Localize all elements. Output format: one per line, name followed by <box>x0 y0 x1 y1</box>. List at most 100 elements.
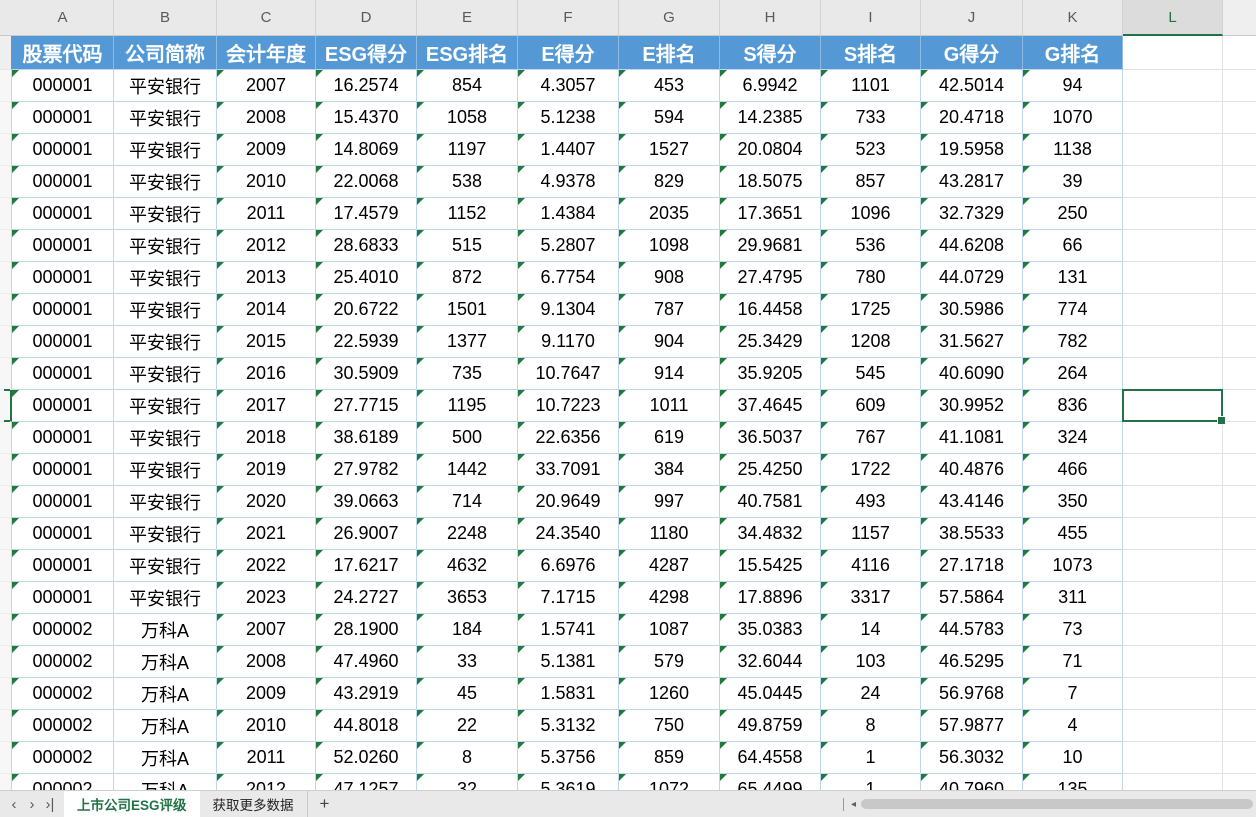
header-cell[interactable]: 会计年度 <box>217 36 316 70</box>
cell[interactable] <box>1123 36 1223 70</box>
cell[interactable] <box>1123 710 1223 742</box>
cell[interactable] <box>1123 198 1223 230</box>
cell[interactable] <box>1223 518 1256 550</box>
cell[interactable]: 14.2385 <box>720 102 821 134</box>
cell[interactable]: 1011 <box>619 390 720 422</box>
cell[interactable] <box>1223 582 1256 614</box>
cell[interactable] <box>1123 454 1223 486</box>
cell[interactable]: 平安银行 <box>114 358 217 390</box>
cell[interactable]: 22.6356 <box>518 422 619 454</box>
cell[interactable] <box>1223 550 1256 582</box>
nav-first-sheet-button[interactable]: ‹ <box>11 795 17 813</box>
cell[interactable]: 1.4384 <box>518 198 619 230</box>
column-header-J[interactable]: J <box>921 0 1023 36</box>
cell[interactable]: 1070 <box>1023 102 1123 134</box>
cell[interactable] <box>1223 358 1256 390</box>
cell[interactable]: 平安银行 <box>114 486 217 518</box>
cell[interactable] <box>1123 358 1223 390</box>
cell[interactable]: 万科A <box>114 710 217 742</box>
cell[interactable]: 4 <box>1023 710 1123 742</box>
cell[interactable]: 6.7754 <box>518 262 619 294</box>
cell[interactable]: 57.9877 <box>921 710 1023 742</box>
cell[interactable]: 6.6976 <box>518 550 619 582</box>
column-header-A[interactable]: A <box>12 0 114 36</box>
cell[interactable]: 000001 <box>12 454 114 486</box>
nav-last-sheet-button[interactable]: ›| <box>45 795 55 813</box>
cell[interactable]: 6.9942 <box>720 70 821 102</box>
cell[interactable]: 65.4499 <box>720 774 821 790</box>
cell[interactable]: 20.4718 <box>921 102 1023 134</box>
cell[interactable]: 5.3132 <box>518 710 619 742</box>
cell[interactable]: 500 <box>417 422 518 454</box>
cell[interactable]: 27.9782 <box>316 454 417 486</box>
cell[interactable] <box>1123 550 1223 582</box>
cell[interactable]: 250 <box>1023 198 1123 230</box>
cell[interactable]: 17.3651 <box>720 198 821 230</box>
cell[interactable]: 997 <box>619 486 720 518</box>
cell[interactable]: 15.4370 <box>316 102 417 134</box>
cell[interactable]: 1501 <box>417 294 518 326</box>
cell[interactable]: 4298 <box>619 582 720 614</box>
cell[interactable] <box>1223 390 1256 422</box>
cell[interactable] <box>1123 230 1223 262</box>
header-cell[interactable]: 公司简称 <box>114 36 217 70</box>
cell[interactable]: 2011 <box>217 198 316 230</box>
cell[interactable] <box>1223 486 1256 518</box>
cell[interactable]: 774 <box>1023 294 1123 326</box>
cell[interactable]: 000001 <box>12 486 114 518</box>
cell[interactable]: 1725 <box>821 294 921 326</box>
cell[interactable]: 71 <box>1023 646 1123 678</box>
cell[interactable]: 000001 <box>12 518 114 550</box>
cell[interactable]: 455 <box>1023 518 1123 550</box>
cell[interactable]: 2010 <box>217 166 316 198</box>
cell[interactable]: 1073 <box>1023 550 1123 582</box>
column-header-B[interactable]: B <box>114 0 217 36</box>
cell[interactable]: 44.8018 <box>316 710 417 742</box>
cell[interactable]: 33.7091 <box>518 454 619 486</box>
cell[interactable]: 000002 <box>12 742 114 774</box>
cell[interactable]: 733 <box>821 102 921 134</box>
cell[interactable]: 64.4558 <box>720 742 821 774</box>
cell[interactable]: 47.4960 <box>316 646 417 678</box>
cell[interactable]: 000001 <box>12 358 114 390</box>
cell[interactable]: 000002 <box>12 614 114 646</box>
cell[interactable]: 平安银行 <box>114 134 217 166</box>
cell[interactable]: 33 <box>417 646 518 678</box>
cell[interactable]: 43.2919 <box>316 678 417 710</box>
cell[interactable]: 44.5783 <box>921 614 1023 646</box>
column-header-D[interactable]: D <box>316 0 417 36</box>
cell[interactable]: 平安银行 <box>114 70 217 102</box>
cell[interactable]: 536 <box>821 230 921 262</box>
cell[interactable]: 平安银行 <box>114 230 217 262</box>
cell[interactable]: 5.3619 <box>518 774 619 790</box>
cell[interactable]: 1.5831 <box>518 678 619 710</box>
cell[interactable]: 2020 <box>217 486 316 518</box>
cell[interactable]: 1.4407 <box>518 134 619 166</box>
column-header-F[interactable]: F <box>518 0 619 36</box>
cell[interactable] <box>1123 70 1223 102</box>
cell[interactable]: 735 <box>417 358 518 390</box>
cell[interactable] <box>1123 774 1223 790</box>
cell[interactable]: 1442 <box>417 454 518 486</box>
cell[interactable]: 619 <box>619 422 720 454</box>
cell[interactable]: 264 <box>1023 358 1123 390</box>
cell[interactable]: 324 <box>1023 422 1123 454</box>
cell[interactable]: 1260 <box>619 678 720 710</box>
cell[interactable] <box>1123 294 1223 326</box>
cell[interactable] <box>1223 742 1256 774</box>
cell[interactable]: 000001 <box>12 166 114 198</box>
cell[interactable] <box>1223 134 1256 166</box>
cell[interactable]: 2019 <box>217 454 316 486</box>
header-cell[interactable]: ESG排名 <box>417 36 518 70</box>
cell[interactable]: 2015 <box>217 326 316 358</box>
cell[interactable]: 2012 <box>217 774 316 790</box>
cell[interactable]: 1197 <box>417 134 518 166</box>
cell[interactable]: 000002 <box>12 678 114 710</box>
cell[interactable] <box>1223 422 1256 454</box>
cell[interactable]: 平安银行 <box>114 390 217 422</box>
cell[interactable] <box>1223 102 1256 134</box>
cell[interactable]: 538 <box>417 166 518 198</box>
cell[interactable]: 31.5627 <box>921 326 1023 358</box>
header-cell[interactable]: G得分 <box>921 36 1023 70</box>
cell[interactable]: 5.1238 <box>518 102 619 134</box>
